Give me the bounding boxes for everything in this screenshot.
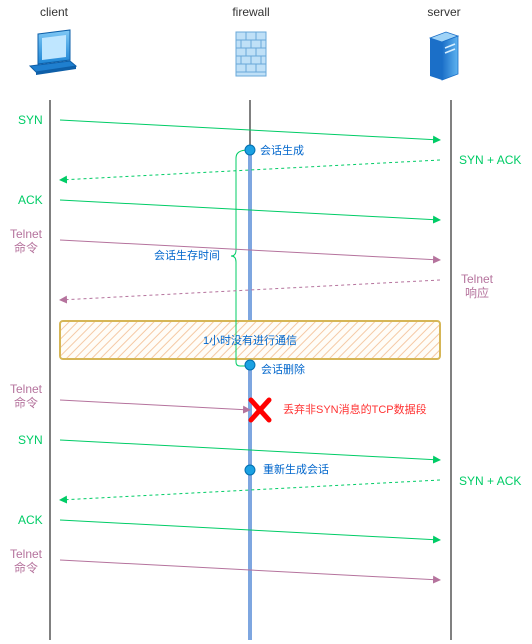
- session-lifetime-label: 会话生存时间: [154, 250, 220, 262]
- session-delete-label: 会话删除: [261, 364, 305, 376]
- telnet-cmd-label-1: Telnet 命令: [9, 227, 43, 255]
- synack-label-1: SYN + ACK: [459, 153, 522, 167]
- syn-label-2: SYN: [18, 433, 43, 447]
- idle-period-label: 1小时没有进行通信: [202, 335, 298, 347]
- client-label: client: [39, 5, 68, 19]
- telnet-resp-label: Telnet 响应: [460, 272, 494, 300]
- ack-arrow-1: [59, 199, 441, 224]
- drop-x-icon: [248, 397, 272, 423]
- firewall-label: firewall: [232, 5, 270, 19]
- synack-label-2: SYN + ACK: [459, 474, 522, 488]
- telnet-cmd-label-3: Telnet 命令: [9, 547, 43, 575]
- laptop-icon: [28, 29, 78, 75]
- session-delete-dot: [244, 359, 256, 371]
- session-recreate-label: 重新生成会话: [263, 464, 329, 476]
- session-lifetime-bracket: [230, 149, 249, 367]
- ack-label-1: ACK: [18, 193, 43, 207]
- telnet-cmd-arrow-2: [59, 399, 251, 414]
- telnet-cmd-arrow-3: [59, 559, 441, 584]
- session-create-label: 会话生成: [260, 145, 304, 157]
- session-recreate-dot: [244, 464, 256, 476]
- idle-period-band: [59, 320, 441, 360]
- server-label: server: [427, 5, 461, 19]
- drop-note-label: 丢弃非SYN消息的TCP数据段: [283, 404, 427, 416]
- ack-arrow-2: [59, 519, 441, 544]
- server-tower-icon: [428, 31, 460, 81]
- syn-arrow-1: [59, 119, 441, 144]
- session-create-dot: [244, 144, 256, 156]
- syn-arrow-2: [59, 439, 441, 464]
- syn-label-1: SYN: [18, 113, 43, 127]
- telnet-cmd-arrow-1: [59, 239, 441, 264]
- telnet-cmd-label-2: Telnet 命令: [9, 382, 43, 410]
- firewall-brick-icon: [235, 31, 267, 77]
- ack-label-2: ACK: [18, 513, 43, 527]
